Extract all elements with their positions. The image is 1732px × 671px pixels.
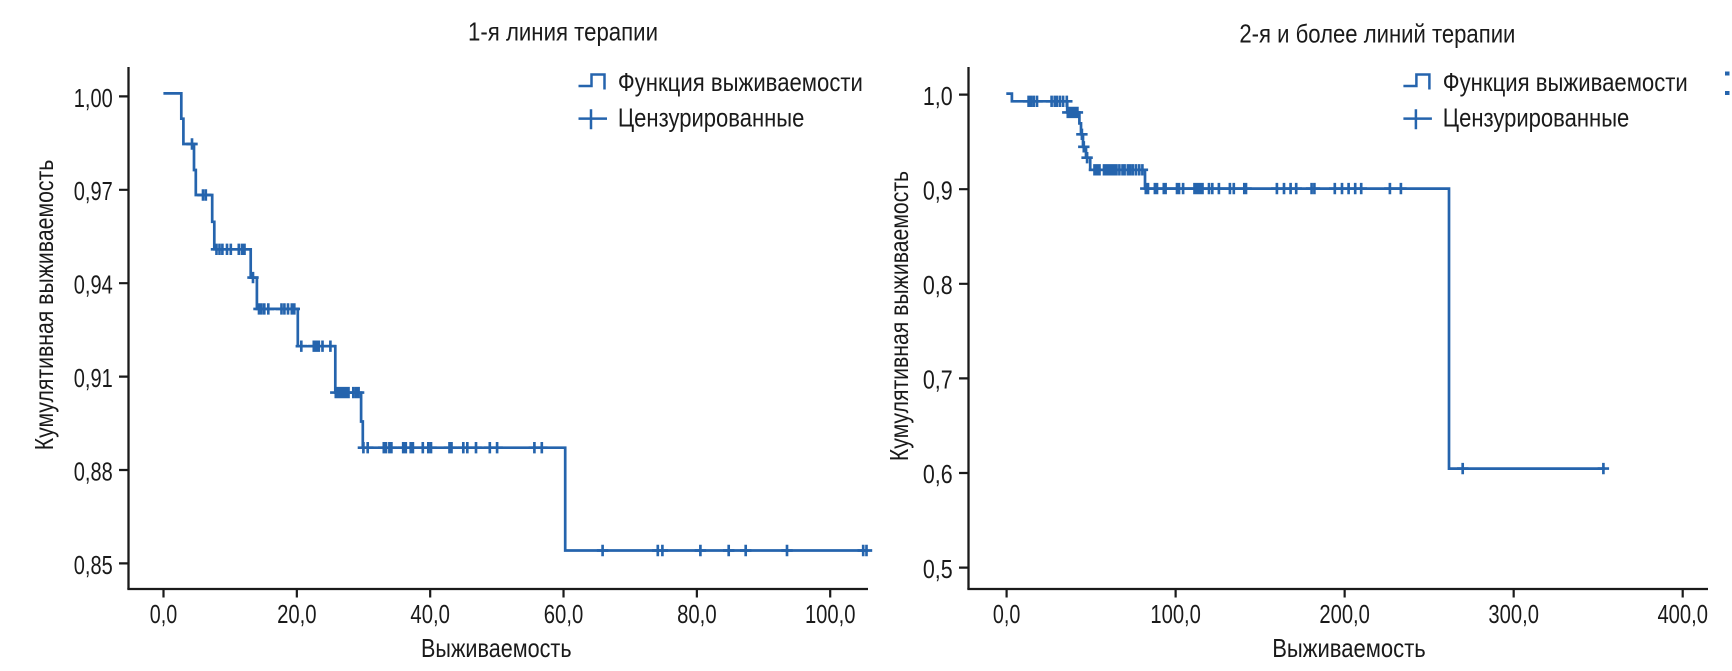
svg-text:0,0: 0,0: [150, 599, 177, 629]
svg-text:40,0: 40,0: [410, 599, 450, 629]
svg-text:1-я линия терапии: 1-я линия терапии: [468, 16, 658, 46]
svg-text:Кумулятивная выживаемость: Кумулятивная выживаемость: [29, 160, 59, 451]
svg-text:0,5: 0,5: [923, 554, 953, 584]
svg-text:0,8: 0,8: [923, 270, 953, 300]
svg-text:0,88: 0,88: [74, 456, 113, 486]
svg-text:Цензурированные: Цензурированные: [618, 103, 805, 133]
svg-text:0,94: 0,94: [74, 270, 113, 300]
svg-text:0,0: 0,0: [993, 599, 1020, 629]
svg-text:0,85: 0,85: [74, 550, 113, 580]
svg-text:80,0: 80,0: [677, 599, 717, 629]
svg-text:1,00: 1,00: [74, 83, 113, 113]
svg-text:0,6: 0,6: [923, 459, 953, 489]
svg-text:Цензурированные: Цензурированные: [1443, 103, 1630, 133]
svg-text:Функция выживаемости: Функция выживаемости: [1443, 67, 1688, 97]
svg-text:1,0: 1,0: [923, 81, 953, 111]
svg-text:0,97: 0,97: [74, 176, 113, 206]
svg-text:400,0: 400,0: [1657, 599, 1708, 629]
svg-text:60,0: 60,0: [544, 599, 584, 629]
svg-text:Выживаемость: Выживаемость: [421, 633, 572, 663]
svg-text:2-я и более линий терапии: 2-я и более линий терапии: [1239, 18, 1515, 48]
svg-text:Кумулятивная выживаемость: Кумулятивная выживаемость: [884, 171, 914, 461]
svg-text:0,91: 0,91: [74, 363, 113, 393]
svg-text:0,9: 0,9: [923, 175, 953, 205]
svg-text:Функция выживаемости: Функция выживаемости: [618, 67, 863, 97]
svg-text:200,0: 200,0: [1319, 599, 1370, 629]
svg-text:100,0: 100,0: [805, 599, 856, 629]
svg-text:300,0: 300,0: [1488, 599, 1539, 629]
svg-text:20,0: 20,0: [277, 599, 317, 629]
svg-text:0,7: 0,7: [923, 365, 953, 395]
svg-text:100,0: 100,0: [1150, 599, 1201, 629]
svg-text:Выживаемость: Выживаемость: [1272, 633, 1426, 663]
